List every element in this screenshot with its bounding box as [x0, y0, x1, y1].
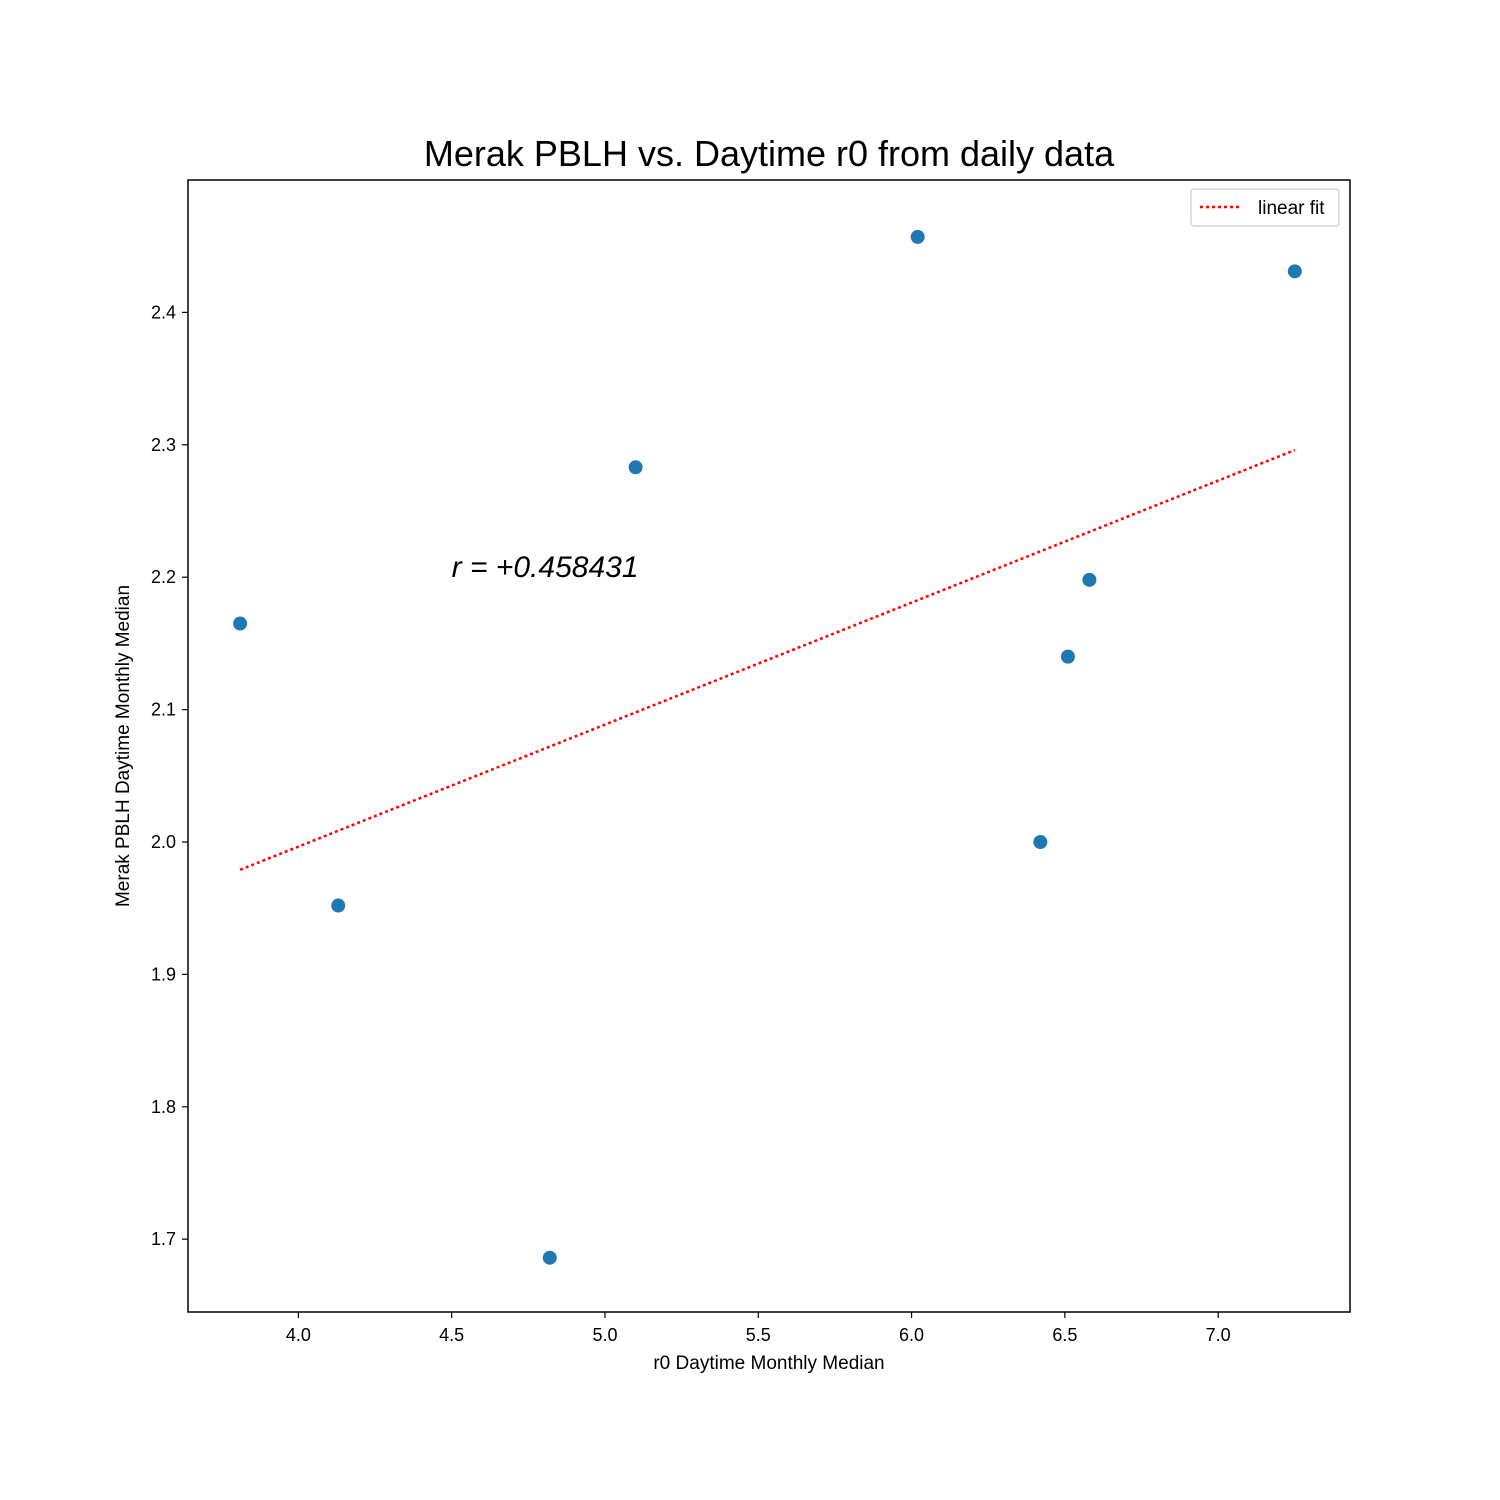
scatter-point — [542, 1250, 557, 1265]
legend-box — [1190, 188, 1340, 227]
y-axis-label: Merak PBLH Daytime Monthly Median — [113, 585, 134, 907]
y-tick-label: 2.1 — [151, 700, 176, 720]
scatter-point — [910, 229, 925, 244]
scatter-point — [1287, 264, 1302, 279]
y-tick-label: 2.2 — [151, 567, 176, 587]
y-axis-ticks: 1.7 1.8 1.9 2.0 2.1 2.2 2.3 2.4 — [151, 302, 188, 1249]
x-axis-label: r0 Daytime Monthly Median — [653, 1353, 884, 1374]
y-tick-label: 2.0 — [151, 832, 176, 852]
x-tick-label: 4.0 — [286, 1325, 311, 1345]
linear-fit-line — [239, 448, 1296, 871]
legend-fit-label: linear fit — [1258, 198, 1325, 219]
x-tick-label: 6.0 — [899, 1325, 924, 1345]
x-tick-label: 6.5 — [1052, 1325, 1077, 1345]
legend: linear fit — [1190, 188, 1340, 227]
scatter-point — [628, 460, 643, 475]
x-tick-label: 7.0 — [1206, 1325, 1231, 1345]
y-tick-label: 2.3 — [151, 435, 176, 455]
y-tick-label: 2.4 — [151, 302, 176, 322]
x-tick-label: 5.0 — [592, 1325, 617, 1345]
scatter-point — [1082, 572, 1097, 587]
x-tick-label: 5.5 — [746, 1325, 771, 1345]
y-tick-label: 1.8 — [151, 1097, 176, 1117]
x-axis-ticks: 4.0 4.5 5.0 5.5 6.0 6.5 7.0 — [286, 1312, 1231, 1345]
scatter-point — [1060, 649, 1075, 664]
plot-area — [233, 229, 1302, 1265]
scatter-point — [233, 616, 248, 631]
y-tick-label: 1.7 — [151, 1229, 176, 1249]
chart-title: Merak PBLH vs. Daytime r0 from daily dat… — [424, 133, 1115, 174]
scatter-point — [331, 898, 346, 913]
scatter-point — [1033, 834, 1048, 849]
correlation-annotation: r = +0.458431 — [452, 551, 639, 584]
plot-frame — [187, 179, 1351, 1313]
x-tick-label: 4.5 — [439, 1325, 464, 1345]
y-tick-label: 1.9 — [151, 964, 176, 984]
